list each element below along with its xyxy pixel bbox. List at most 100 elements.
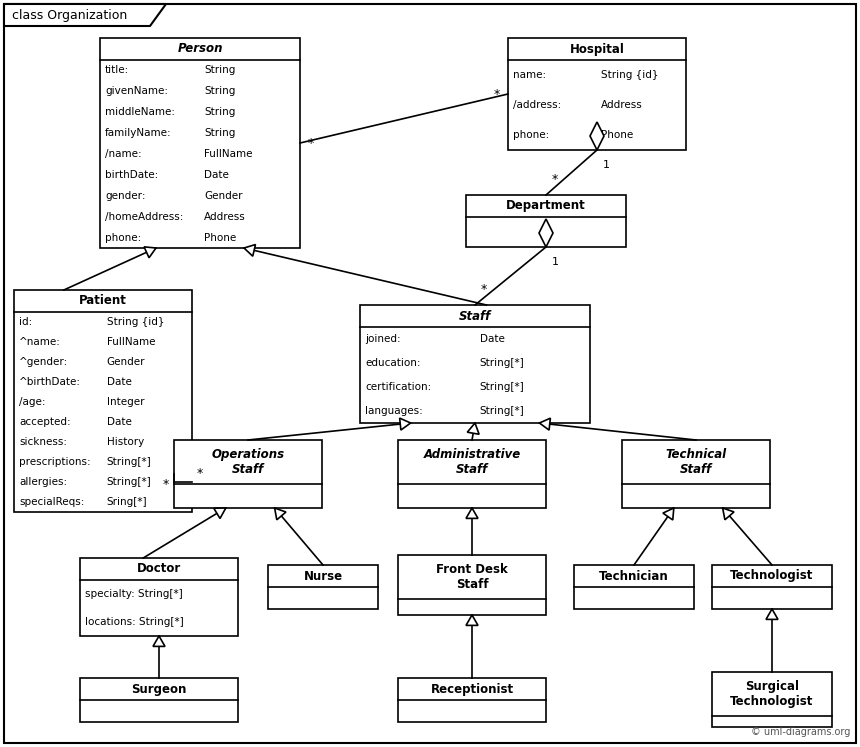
Polygon shape bbox=[539, 418, 550, 430]
Text: Surgical
Technologist: Surgical Technologist bbox=[730, 680, 814, 708]
Polygon shape bbox=[722, 508, 734, 520]
Text: String[*]: String[*] bbox=[480, 382, 525, 392]
Bar bbox=[100, 38, 300, 248]
Text: String: String bbox=[204, 66, 236, 75]
Text: ^birthDate:: ^birthDate: bbox=[19, 377, 81, 387]
Bar bbox=[466, 195, 626, 247]
Text: FullName: FullName bbox=[204, 149, 253, 159]
Text: joined:: joined: bbox=[365, 334, 401, 344]
Bar bbox=[360, 305, 590, 423]
Text: String: String bbox=[204, 108, 236, 117]
Text: ^name:: ^name: bbox=[19, 337, 61, 347]
Text: id:: id: bbox=[19, 317, 33, 327]
Bar bbox=[622, 440, 770, 508]
Text: Address: Address bbox=[600, 100, 642, 110]
Text: Operations
Staff: Operations Staff bbox=[212, 448, 285, 476]
Text: Date: Date bbox=[107, 417, 132, 427]
Text: Technical
Staff: Technical Staff bbox=[666, 448, 727, 476]
Text: *: * bbox=[552, 173, 558, 186]
Text: Hospital: Hospital bbox=[569, 43, 624, 55]
Text: Gender: Gender bbox=[107, 357, 145, 367]
Text: String: String bbox=[204, 128, 236, 138]
Text: /name:: /name: bbox=[105, 149, 142, 159]
Text: certification:: certification: bbox=[365, 382, 431, 392]
Text: History: History bbox=[107, 437, 144, 447]
Text: /homeAddress:: /homeAddress: bbox=[105, 211, 183, 222]
Text: Staff: Staff bbox=[459, 309, 491, 323]
Bar bbox=[174, 440, 322, 508]
Text: accepted:: accepted: bbox=[19, 417, 71, 427]
Text: Date: Date bbox=[480, 334, 505, 344]
Text: Nurse: Nurse bbox=[304, 569, 342, 583]
Polygon shape bbox=[590, 122, 604, 150]
Text: String[*]: String[*] bbox=[107, 477, 151, 487]
Text: Technician: Technician bbox=[599, 569, 669, 583]
Polygon shape bbox=[766, 609, 778, 619]
Text: Integer: Integer bbox=[107, 397, 144, 407]
Bar bbox=[712, 565, 832, 609]
Polygon shape bbox=[400, 418, 410, 430]
Text: *: * bbox=[197, 467, 203, 480]
Text: String {id}: String {id} bbox=[600, 70, 658, 80]
Text: title:: title: bbox=[105, 66, 129, 75]
Bar bbox=[80, 558, 238, 636]
Text: class Organization: class Organization bbox=[12, 8, 127, 22]
Text: Receptionist: Receptionist bbox=[431, 683, 513, 695]
Text: sickness:: sickness: bbox=[19, 437, 67, 447]
Text: Technologist: Technologist bbox=[730, 569, 814, 583]
Text: Administrative
Staff: Administrative Staff bbox=[423, 448, 520, 476]
Text: String {id}: String {id} bbox=[107, 317, 164, 327]
Text: 1: 1 bbox=[603, 160, 610, 170]
Polygon shape bbox=[244, 244, 255, 256]
Text: *: * bbox=[308, 137, 314, 150]
Text: 1: 1 bbox=[552, 257, 559, 267]
Bar bbox=[398, 440, 546, 508]
Text: String[*]: String[*] bbox=[480, 406, 525, 416]
Text: String[*]: String[*] bbox=[480, 358, 525, 368]
Text: Phone: Phone bbox=[600, 130, 633, 140]
Bar bbox=[712, 672, 832, 727]
Text: Patient: Patient bbox=[79, 294, 127, 308]
Bar bbox=[398, 555, 546, 615]
Text: phone:: phone: bbox=[105, 232, 141, 243]
Bar bbox=[14, 290, 192, 512]
Text: Department: Department bbox=[507, 199, 586, 212]
Text: /address:: /address: bbox=[513, 100, 562, 110]
Bar bbox=[80, 678, 238, 722]
Text: birthDate:: birthDate: bbox=[105, 170, 158, 180]
Text: FullName: FullName bbox=[107, 337, 155, 347]
Text: /age:: /age: bbox=[19, 397, 46, 407]
Text: specialty: String[*]: specialty: String[*] bbox=[85, 589, 182, 599]
Text: Person: Person bbox=[177, 43, 223, 55]
Polygon shape bbox=[144, 247, 156, 258]
Text: Front Desk
Staff: Front Desk Staff bbox=[436, 563, 508, 591]
Text: *: * bbox=[163, 478, 169, 491]
Text: © uml-diagrams.org: © uml-diagrams.org bbox=[751, 727, 850, 737]
Text: locations: String[*]: locations: String[*] bbox=[85, 617, 184, 627]
Bar bbox=[398, 678, 546, 722]
Text: languages:: languages: bbox=[365, 406, 423, 416]
Text: Date: Date bbox=[107, 377, 132, 387]
Text: phone:: phone: bbox=[513, 130, 550, 140]
Text: Sring[*]: Sring[*] bbox=[107, 497, 147, 507]
Text: Gender: Gender bbox=[204, 190, 243, 201]
Polygon shape bbox=[466, 508, 478, 518]
Text: *: * bbox=[481, 283, 488, 296]
Text: familyName:: familyName: bbox=[105, 128, 172, 138]
Bar bbox=[574, 565, 694, 609]
Text: ^gender:: ^gender: bbox=[19, 357, 68, 367]
Text: prescriptions:: prescriptions: bbox=[19, 457, 90, 467]
Text: specialReqs:: specialReqs: bbox=[19, 497, 84, 507]
Polygon shape bbox=[663, 508, 673, 520]
Text: middleName:: middleName: bbox=[105, 108, 175, 117]
Polygon shape bbox=[274, 508, 286, 520]
Polygon shape bbox=[467, 423, 479, 434]
Bar bbox=[268, 565, 378, 609]
Polygon shape bbox=[4, 4, 166, 26]
Bar bbox=[508, 38, 686, 150]
Text: gender:: gender: bbox=[105, 190, 145, 201]
Polygon shape bbox=[153, 636, 165, 646]
Text: String[*]: String[*] bbox=[107, 457, 151, 467]
Text: Surgeon: Surgeon bbox=[132, 683, 187, 695]
Polygon shape bbox=[466, 615, 478, 625]
